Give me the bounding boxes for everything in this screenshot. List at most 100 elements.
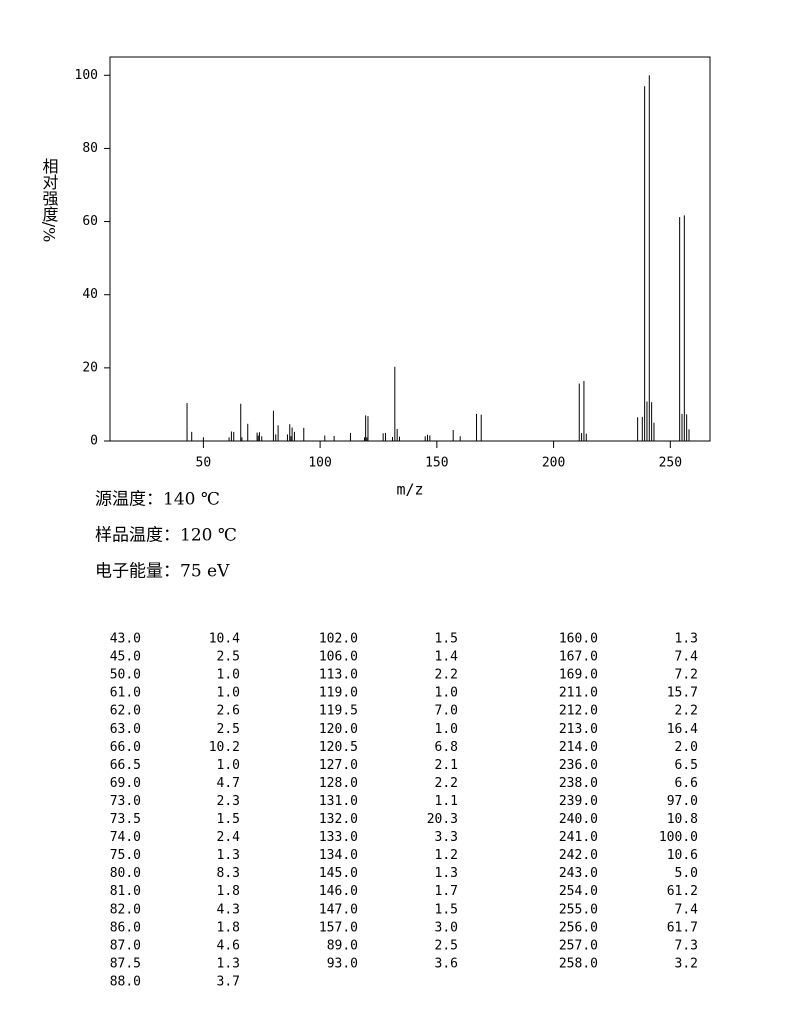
- mz-cell: 63.0: [110, 722, 141, 737]
- intensity-cell: 1.3: [675, 632, 698, 647]
- intensity-cell: 1.0: [435, 722, 458, 737]
- intensity-cell: 10.2: [209, 740, 240, 755]
- mz-cell: 88.0: [110, 974, 141, 989]
- intensity-cell: 10.8: [667, 812, 698, 827]
- mz-cell: 212.0: [559, 704, 598, 719]
- intensity-cell: 4.7: [217, 776, 240, 791]
- info-line: 电子能量：75 eV: [95, 562, 230, 582]
- intensity-cell: 1.3: [435, 866, 458, 881]
- mz-cell: 93.0: [327, 956, 358, 971]
- mz-cell: 240.0: [559, 812, 598, 827]
- intensity-cell: 1.8: [217, 920, 240, 935]
- intensity-cell: 2.6: [217, 704, 240, 719]
- mz-cell: 43.0: [110, 632, 141, 647]
- mz-cell: 242.0: [559, 848, 598, 863]
- mz-cell: 213.0: [559, 722, 598, 737]
- intensity-cell: 3.7: [217, 974, 240, 989]
- y-tick-label: 60: [82, 214, 98, 229]
- mz-cell: 102.0: [319, 632, 358, 647]
- mz-cell: 69.0: [110, 776, 141, 791]
- intensity-cell: 5.0: [675, 866, 698, 881]
- intensity-cell: 3.3: [435, 830, 458, 845]
- intensity-cell: 1.7: [435, 884, 458, 899]
- x-tick-label: 250: [659, 456, 682, 471]
- intensity-cell: 6.8: [435, 740, 458, 755]
- mz-cell: 238.0: [559, 776, 598, 791]
- intensity-cell: 61.2: [667, 884, 698, 899]
- y-tick-label: 100: [75, 68, 98, 83]
- mz-cell: 119.5: [319, 704, 358, 719]
- mz-cell: 74.0: [110, 830, 141, 845]
- mz-cell: 113.0: [319, 668, 358, 683]
- mz-cell: 50.0: [110, 668, 141, 683]
- intensity-cell: 2.0: [675, 740, 698, 755]
- intensity-cell: 1.1: [435, 794, 458, 809]
- mz-cell: 243.0: [559, 866, 598, 881]
- intensity-cell: 2.1: [435, 758, 458, 773]
- intensity-cell: 1.3: [217, 848, 240, 863]
- mz-cell: 169.0: [559, 668, 598, 683]
- mz-cell: 73.5: [110, 812, 141, 827]
- mz-cell: 236.0: [559, 758, 598, 773]
- intensity-cell: 100.0: [659, 830, 698, 845]
- intensity-cell: 1.0: [217, 758, 240, 773]
- mz-cell: 66.5: [110, 758, 141, 773]
- intensity-cell: 2.2: [435, 668, 458, 683]
- mz-cell: 81.0: [110, 884, 141, 899]
- y-tick-label: 20: [82, 360, 98, 375]
- mz-cell: 131.0: [319, 794, 358, 809]
- mz-cell: 73.0: [110, 794, 141, 809]
- mz-cell: 254.0: [559, 884, 598, 899]
- mz-cell: 241.0: [559, 830, 598, 845]
- intensity-cell: 3.0: [435, 920, 458, 935]
- x-tick-label: 100: [308, 456, 331, 471]
- x-axis-label: m/z: [396, 481, 423, 499]
- mz-cell: 167.0: [559, 650, 598, 665]
- mz-cell: 239.0: [559, 794, 598, 809]
- mz-cell: 66.0: [110, 740, 141, 755]
- mz-cell: 128.0: [319, 776, 358, 791]
- intensity-cell: 4.6: [217, 938, 240, 953]
- mz-cell: 214.0: [559, 740, 598, 755]
- intensity-cell: 1.5: [217, 812, 240, 827]
- intensity-cell: 6.6: [675, 776, 698, 791]
- intensity-cell: 7.2: [675, 668, 698, 683]
- intensity-cell: 3.2: [675, 956, 698, 971]
- mz-cell: 160.0: [559, 632, 598, 647]
- intensity-cell: 7.4: [675, 650, 699, 665]
- mz-cell: 147.0: [319, 902, 358, 917]
- x-tick-label: 50: [196, 456, 212, 471]
- x-tick-label: 200: [542, 456, 565, 471]
- mz-cell: 120.5: [319, 740, 358, 755]
- intensity-cell: 10.4: [209, 632, 240, 647]
- intensity-cell: 1.8: [217, 884, 240, 899]
- info-line: 样品温度：120 ℃: [95, 526, 237, 546]
- mz-cell: 145.0: [319, 866, 358, 881]
- intensity-cell: 7.3: [675, 938, 698, 953]
- intensity-cell: 1.3: [217, 956, 240, 971]
- mz-cell: 127.0: [319, 758, 358, 773]
- mz-cell: 211.0: [559, 686, 598, 701]
- intensity-cell: 2.2: [435, 776, 458, 791]
- intensity-cell: 61.7: [667, 920, 698, 935]
- mz-cell: 82.0: [110, 902, 141, 917]
- mz-cell: 106.0: [319, 650, 358, 665]
- intensity-cell: 1.5: [435, 632, 458, 647]
- intensity-cell: 20.3: [427, 812, 458, 827]
- intensity-cell: 2.4: [217, 830, 241, 845]
- mz-cell: 62.0: [110, 704, 141, 719]
- intensity-cell: 16.4: [667, 722, 698, 737]
- mz-cell: 257.0: [559, 938, 598, 953]
- intensity-cell: 15.7: [667, 686, 698, 701]
- intensity-cell: 2.3: [217, 794, 240, 809]
- intensity-cell: 8.3: [217, 866, 240, 881]
- mz-cell: 132.0: [319, 812, 358, 827]
- mz-cell: 75.0: [110, 848, 141, 863]
- intensity-cell: 2.5: [217, 650, 240, 665]
- intensity-cell: 10.6: [667, 848, 698, 863]
- intensity-cell: 2.5: [435, 938, 458, 953]
- y-axis-label: 相对强度/%: [40, 158, 59, 243]
- mz-cell: 86.0: [110, 920, 141, 935]
- intensity-cell: 1.2: [435, 848, 458, 863]
- intensity-cell: 7.0: [435, 704, 458, 719]
